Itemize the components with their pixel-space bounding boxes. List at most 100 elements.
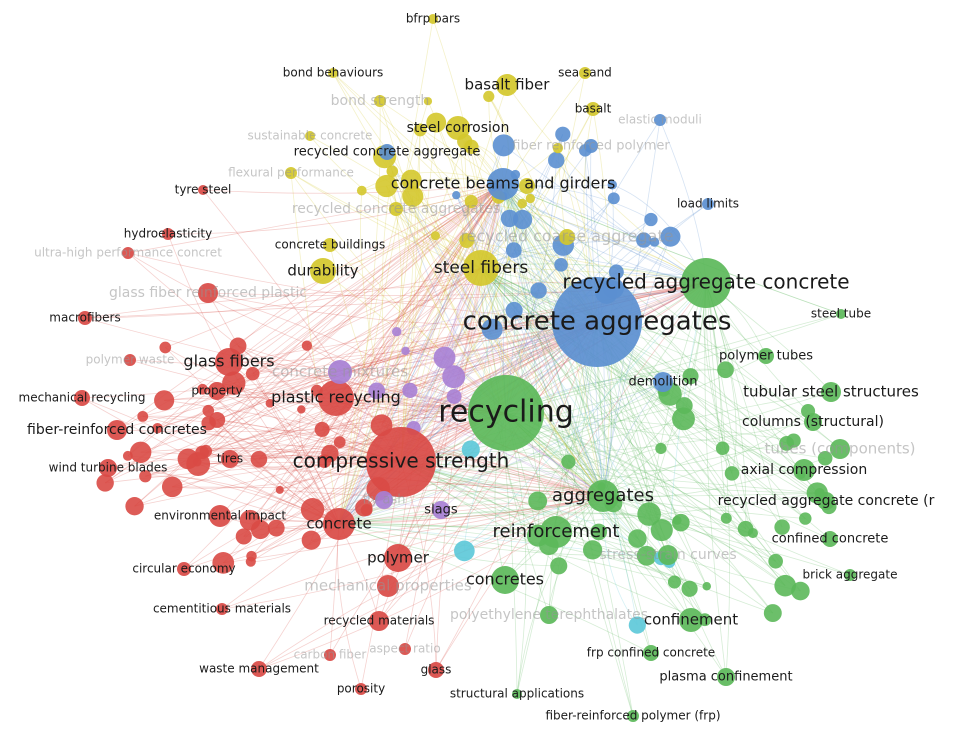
edge: [480, 267, 794, 441]
edge: [309, 135, 482, 269]
edge: [387, 267, 482, 587]
node-dot: [154, 390, 175, 411]
edge: [222, 267, 482, 564]
edge: [312, 495, 604, 511]
edge: [602, 495, 776, 562]
edge: [480, 267, 806, 519]
node: [653, 372, 673, 392]
node: [587, 480, 619, 512]
node-dot: [660, 226, 681, 247]
edge: [324, 183, 504, 462]
node-label: macrofibers: [49, 311, 120, 325]
edge: [279, 489, 604, 499]
edge: [301, 282, 707, 410]
edge: [602, 236, 671, 497]
node-label: aggregates: [552, 485, 654, 506]
node: [251, 661, 267, 677]
edge: [332, 72, 604, 497]
edge: [400, 461, 669, 556]
edge: [243, 321, 598, 537]
node-dot: [607, 192, 620, 205]
node: [78, 311, 92, 325]
node-dot: [774, 519, 790, 535]
node-dot: [129, 441, 152, 463]
node-dot: [301, 340, 313, 351]
edge: [134, 321, 598, 507]
edge: [505, 313, 842, 414]
node-label: basalt fiber: [465, 76, 551, 94]
node-dot: [152, 423, 163, 434]
edge: [505, 160, 557, 414]
node-dot: [505, 301, 523, 320]
node-label: fiber-reinforced polymer (frp): [545, 709, 720, 723]
edge: [410, 179, 604, 497]
edge: [502, 183, 706, 620]
node-dot: [505, 242, 522, 258]
edge: [338, 72, 586, 525]
edge: [502, 183, 806, 519]
edge: [207, 282, 707, 297]
edge: [602, 457, 826, 498]
edge: [107, 412, 507, 469]
node: [323, 238, 337, 252]
edge: [196, 267, 482, 463]
node-dot: [125, 497, 144, 516]
edge: [129, 359, 507, 414]
node-dot: [202, 404, 215, 417]
node-label: brick aggregate: [803, 568, 898, 582]
edge: [252, 267, 482, 375]
edge: [219, 267, 482, 517]
edge: [381, 171, 402, 463]
node-label: concrete beams and girders: [391, 174, 616, 193]
node-label: reinforcement: [493, 521, 620, 542]
nodes: [74, 14, 856, 722]
node-dot: [681, 580, 698, 597]
node-dot: [137, 410, 149, 422]
node-label: polyethylene terephthalates: [450, 607, 648, 623]
node-dot: [386, 165, 399, 178]
node-dot: [717, 361, 734, 379]
edge: [378, 321, 598, 622]
edge: [555, 159, 707, 284]
edge: [237, 345, 604, 497]
node-label: steel tube: [811, 307, 871, 321]
node: [679, 608, 703, 632]
node-dot: [413, 123, 427, 137]
node: [216, 603, 228, 615]
node-dot: [139, 470, 152, 483]
node-dot: [799, 512, 812, 525]
edge: [223, 495, 604, 564]
node-label: recycled concrete aggregates: [292, 201, 500, 217]
node: [177, 562, 191, 576]
node-dot: [267, 519, 285, 537]
edge: [400, 461, 820, 494]
node-dot: [628, 529, 647, 548]
edge: [233, 382, 340, 525]
edge: [432, 18, 507, 414]
edge: [505, 412, 826, 459]
node-label: plastic recycling: [271, 388, 401, 407]
edge: [480, 267, 787, 444]
node: [804, 413, 822, 431]
edge: [397, 267, 482, 559]
edge: [480, 263, 707, 284]
edge: [207, 292, 604, 497]
edge: [157, 267, 482, 429]
edge: [502, 183, 842, 315]
edge: [387, 495, 604, 587]
node-dot: [161, 476, 183, 498]
edge: [602, 495, 806, 519]
node-label: confinement: [644, 611, 738, 629]
node-dot: [650, 519, 673, 542]
node-label: recycled coarse aggregate: [460, 227, 673, 246]
node: [399, 643, 411, 655]
edge: [202, 388, 340, 525]
node: [323, 508, 355, 540]
node-label: waste management: [199, 662, 319, 676]
edge: [480, 267, 682, 523]
node-label: tyre steel: [175, 183, 232, 197]
node: [384, 544, 412, 572]
edge: [142, 321, 598, 417]
node: [758, 348, 774, 364]
edge: [505, 119, 661, 414]
